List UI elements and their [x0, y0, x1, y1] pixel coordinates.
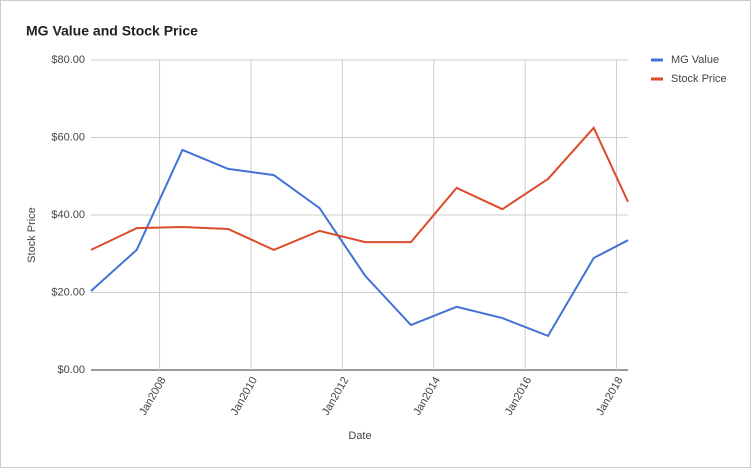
legend-label: MG Value — [671, 54, 719, 66]
y-axis-label: Stock Price — [26, 207, 38, 263]
y-tick-label: $20.00 — [51, 286, 85, 298]
x-axis-label: Date — [348, 430, 371, 442]
y-tick-label: $60.00 — [51, 131, 85, 143]
y-tick-label: $0.00 — [57, 364, 85, 376]
y-tick-label: $40.00 — [51, 209, 85, 221]
series-line — [90, 148, 629, 338]
y-tick-label: $80.00 — [51, 54, 85, 66]
chart-title: MG Value and Stock Price — [26, 23, 198, 39]
series-line — [90, 126, 629, 251]
legend-label: Stock Price — [671, 73, 727, 85]
